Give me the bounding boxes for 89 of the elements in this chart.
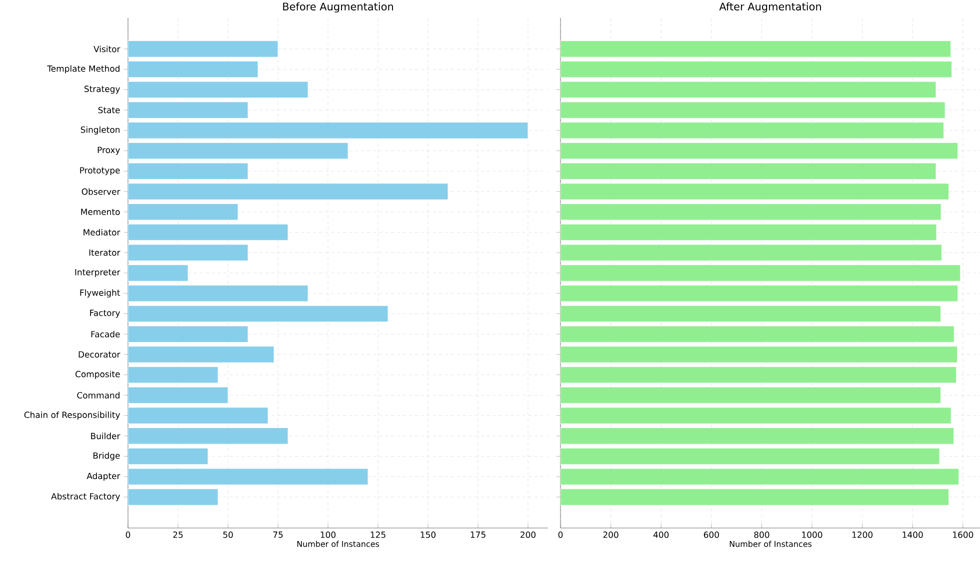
x-tick-label: 1000 <box>802 532 822 538</box>
x-tick-label: 1600 <box>953 532 974 538</box>
bar <box>128 102 248 118</box>
y-tick-label: Factory <box>90 310 120 318</box>
bar <box>128 407 268 424</box>
bar <box>128 326 248 343</box>
x-tick-label: 1400 <box>902 532 923 538</box>
bar <box>560 284 958 302</box>
bar <box>560 204 942 220</box>
x-tick-label: 400 <box>653 532 669 538</box>
bar <box>560 468 960 486</box>
bar <box>560 366 957 384</box>
x-tick-label: 800 <box>754 532 770 538</box>
bar <box>128 183 448 200</box>
x-tick-label: 0 <box>126 532 130 538</box>
bar <box>128 366 218 384</box>
y-tick-label: Strategy <box>84 86 120 94</box>
bar <box>128 448 208 465</box>
x-tick-label: 200 <box>603 532 618 538</box>
chart-title: After Augmentation <box>719 2 821 12</box>
bar <box>560 102 946 118</box>
y-tick-label: Abstract Factory <box>51 492 120 502</box>
bar <box>560 244 942 262</box>
bar <box>128 488 218 506</box>
bar <box>560 326 954 343</box>
bar <box>560 488 950 506</box>
bar <box>128 284 308 302</box>
y-tick-label: Adapter <box>86 472 120 481</box>
bar <box>560 162 936 180</box>
bar <box>128 162 248 180</box>
bar <box>128 264 188 282</box>
bar <box>560 305 942 322</box>
bar <box>560 81 936 98</box>
y-tick-label: Proxy <box>98 146 120 155</box>
bar <box>128 468 368 486</box>
y-tick-label: Memento <box>81 208 120 216</box>
x-tick-label: 175 <box>470 532 486 538</box>
bar <box>560 122 944 139</box>
bar <box>560 60 952 78</box>
bar <box>560 346 958 363</box>
x-tick-label: 25 <box>173 532 183 538</box>
y-tick-label: Singleton <box>80 126 120 135</box>
y-tick-label: Builder <box>91 432 120 440</box>
y-tick-label: Composite <box>76 370 120 379</box>
y-tick-label: Interpreter <box>75 269 120 277</box>
bar <box>560 386 942 404</box>
bar <box>128 386 228 404</box>
y-tick-label: Visitor <box>94 46 120 52</box>
bar <box>128 40 278 58</box>
chart-title: Before Augmentation <box>283 2 393 12</box>
bar <box>560 428 954 444</box>
x-tick-label: 600 <box>704 532 719 538</box>
y-tick-label: Chain of Responsibility <box>24 411 120 420</box>
bar <box>128 81 308 98</box>
y-tick-label: Facade <box>91 330 120 338</box>
bar <box>560 448 940 465</box>
y-tick-label: State <box>98 106 120 114</box>
bar <box>560 183 950 200</box>
y-tick-label: Bridge <box>93 452 120 460</box>
x-tick-label: 0 <box>558 532 563 538</box>
bar <box>128 244 248 262</box>
y-tick-label: Observer <box>82 188 120 195</box>
x-tick-label: 200 <box>520 532 536 538</box>
bar <box>128 428 288 444</box>
x-tick-label: 100 <box>320 532 336 538</box>
bar <box>560 264 961 282</box>
y-tick-label: Prototype <box>80 167 120 176</box>
bar <box>128 122 528 139</box>
bar <box>560 224 937 241</box>
bar <box>560 407 952 424</box>
x-tick-label: 50 <box>223 532 233 538</box>
bar <box>128 142 348 160</box>
bar <box>128 305 388 322</box>
bar <box>128 346 274 363</box>
bar <box>560 142 958 160</box>
x-tick-label: 125 <box>370 532 386 538</box>
y-tick-label: Flyweight <box>80 289 120 298</box>
y-tick-label: Decorator <box>78 351 120 358</box>
bar <box>128 224 288 241</box>
y-tick-label: Mediator <box>84 228 120 236</box>
x-tick-label: 150 <box>420 532 436 538</box>
y-tick-label: Command <box>77 392 120 398</box>
bar <box>128 204 238 220</box>
x-tick-label: 1200 <box>852 532 873 538</box>
x-tick-label: 75 <box>273 532 283 538</box>
y-tick-label: Template Method <box>47 65 120 74</box>
bar <box>128 60 258 78</box>
bar <box>560 40 952 58</box>
y-tick-label: Iterator <box>89 249 120 256</box>
